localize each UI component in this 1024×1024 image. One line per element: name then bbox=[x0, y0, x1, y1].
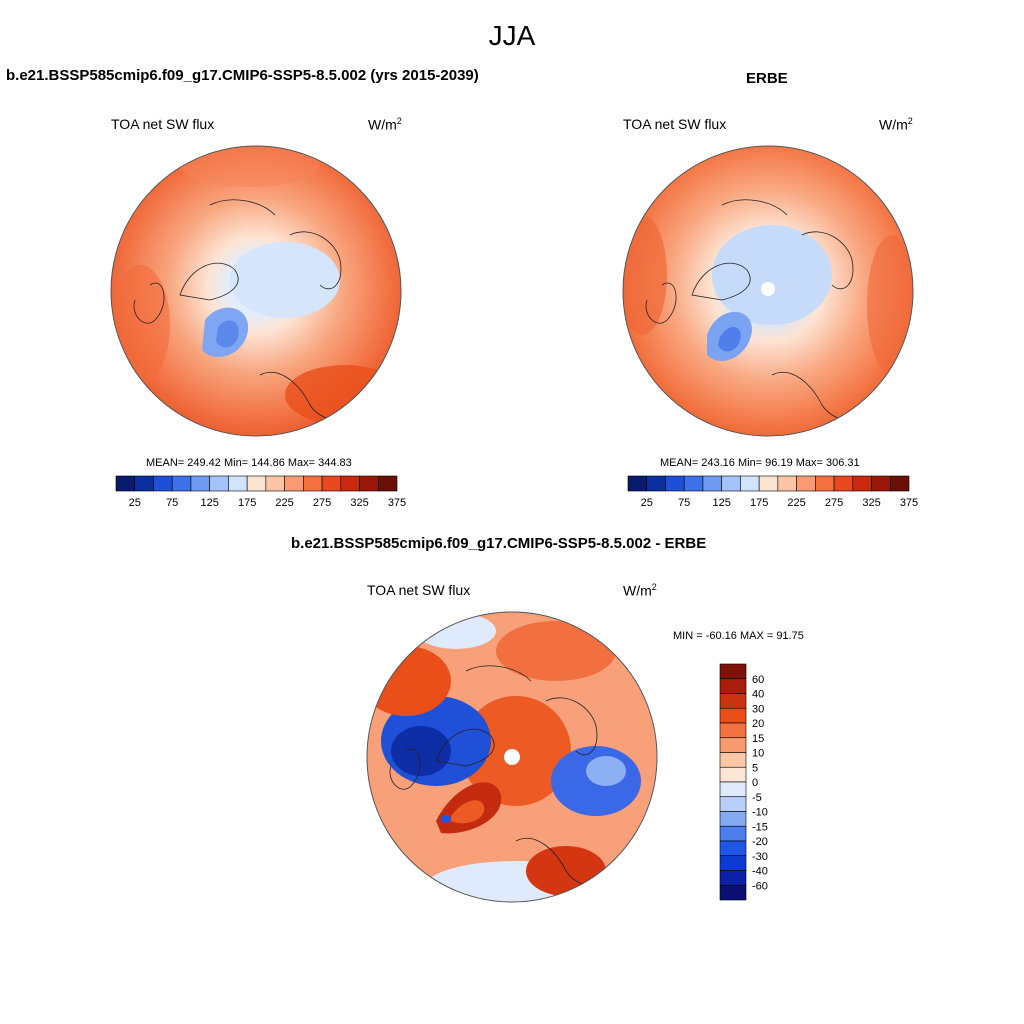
obs-colorbar-tick-label: 375 bbox=[900, 497, 918, 509]
obs-colorbar-tick-label: 75 bbox=[678, 497, 690, 509]
diff-colorbar-swatch bbox=[719, 825, 747, 842]
model-colorbar-swatch bbox=[303, 475, 323, 492]
model-colorbar-swatch bbox=[284, 475, 304, 492]
model-polar-map bbox=[110, 145, 402, 437]
diff-colorbar-swatch bbox=[719, 663, 747, 680]
model-colorbar-swatch bbox=[209, 475, 229, 492]
model-colorbar-swatch bbox=[340, 475, 360, 492]
model-colorbar-swatch bbox=[228, 475, 248, 492]
obs-colorbar-swatch bbox=[683, 475, 704, 492]
diff-colorbar-tick-label: -5 bbox=[752, 792, 762, 804]
obs-colorbar-swatch bbox=[740, 475, 760, 492]
diff-colorbar-swatch bbox=[719, 707, 747, 724]
obs-colorbar-tick-label: 25 bbox=[641, 497, 653, 509]
obs-variable-label: TOA net SW flux bbox=[623, 116, 727, 132]
model-colorbar-swatch bbox=[134, 475, 154, 492]
obs-colorbar-swatch bbox=[871, 475, 891, 492]
model-colorbar-swatch bbox=[359, 475, 379, 492]
diff-colorbar-tick-label: 20 bbox=[752, 718, 764, 730]
obs-colorbar-swatch bbox=[815, 475, 835, 492]
model-stats: MEAN= 249.42 Min= 144.86 Max= 344.83 bbox=[146, 457, 352, 469]
obs-panel-title: ERBE bbox=[746, 70, 788, 87]
diff-colorbar-swatch bbox=[719, 766, 747, 783]
model-colorbar-tick-label: 275 bbox=[313, 497, 331, 509]
diff-colorbar-tick-label: -15 bbox=[752, 821, 768, 833]
diff-units-label: W/m2 bbox=[623, 582, 657, 599]
model-colorbar-tick-label: 75 bbox=[166, 497, 178, 509]
obs-colorbar-swatch bbox=[889, 475, 910, 492]
obs-colorbar-swatch bbox=[852, 475, 872, 492]
diff-colorbar-swatch bbox=[719, 840, 747, 857]
diff-colorbar-swatch bbox=[719, 781, 747, 798]
obs-colorbar-swatch bbox=[721, 475, 741, 492]
diff-colorbar-swatch bbox=[719, 752, 747, 768]
diff-colorbar-tick-label: 60 bbox=[752, 674, 764, 686]
diff-colorbar-tick-label: 10 bbox=[752, 748, 764, 760]
model-colorbar-tick-label: 375 bbox=[388, 497, 406, 509]
obs-colorbar-tick-label: 225 bbox=[787, 497, 805, 509]
diff-colorbar-swatch bbox=[719, 737, 747, 753]
obs-units-label: W/m2 bbox=[879, 116, 913, 133]
obs-colorbar-tick-label: 125 bbox=[712, 497, 730, 509]
obs-colorbar-swatch bbox=[702, 475, 722, 492]
diff-colorbar-tick-label: 15 bbox=[752, 733, 764, 745]
obs-colorbar-tick-label: 325 bbox=[862, 497, 880, 509]
obs-colorbar: 25 75 125 175 225 275 325 375 bbox=[627, 475, 918, 509]
obs-colorbar-swatch bbox=[796, 475, 816, 492]
obs-colorbar-swatch bbox=[833, 475, 854, 492]
obs-colorbar-swatch bbox=[646, 475, 666, 492]
model-colorbar-swatch bbox=[115, 475, 136, 492]
diff-colorbar-tick-label: -10 bbox=[752, 807, 768, 819]
diff-colorbar-swatch bbox=[719, 855, 747, 871]
diff-colorbar-swatch bbox=[719, 884, 747, 901]
model-colorbar: 25 75 125 175 225 275 325 375 bbox=[115, 475, 406, 509]
model-colorbar-swatch bbox=[321, 475, 342, 492]
diff-variable-label: TOA net SW flux bbox=[367, 582, 471, 598]
diff-colorbar-tick-label: 0 bbox=[752, 777, 758, 789]
diff-panel-title: b.e21.BSSP585cmip6.f09_g17.CMIP6-SSP5-8.… bbox=[291, 535, 707, 552]
model-colorbar-swatch bbox=[377, 475, 398, 492]
model-colorbar-tick-label: 175 bbox=[238, 497, 256, 509]
obs-colorbar-swatch bbox=[777, 475, 797, 492]
diff-colorbar-tick-label: 30 bbox=[752, 703, 764, 715]
model-colorbar-swatch bbox=[246, 475, 267, 492]
model-colorbar-swatch bbox=[265, 475, 285, 492]
diff-colorbar-swatch bbox=[719, 678, 747, 694]
model-colorbar-tick-label: 125 bbox=[200, 497, 218, 509]
diff-colorbar: 60 40 30 20 15 10 5 0 -5 -10 -15 -20 -30 -40 -60 bbox=[719, 663, 768, 901]
model-variable-label: TOA net SW flux bbox=[111, 116, 215, 132]
season-title: JJA bbox=[488, 20, 536, 51]
obs-colorbar-swatch bbox=[665, 475, 685, 492]
obs-colorbar-swatch bbox=[758, 475, 779, 492]
diff-colorbar-swatch bbox=[719, 722, 747, 739]
obs-colorbar-tick-label: 175 bbox=[750, 497, 768, 509]
diff-colorbar-swatch bbox=[719, 870, 747, 886]
diff-stats: MIN = -60.16 MAX = 91.75 bbox=[673, 630, 804, 642]
diff-colorbar-swatch bbox=[719, 693, 747, 709]
model-units-label: W/m2 bbox=[368, 116, 402, 133]
diff-colorbar-tick-label: 5 bbox=[752, 762, 758, 774]
model-colorbar-swatch bbox=[190, 475, 210, 492]
diff-polar-map bbox=[366, 611, 658, 903]
obs-stats: MEAN= 243.16 Min= 96.19 Max= 306.31 bbox=[660, 457, 860, 469]
model-colorbar-tick-label: 325 bbox=[350, 497, 368, 509]
model-colorbar-swatch bbox=[153, 475, 173, 492]
model-panel-title: b.e21.BSSP585cmip6.f09_g17.CMIP6-SSP5-8.… bbox=[6, 67, 479, 84]
obs-colorbar-tick-label: 275 bbox=[825, 497, 843, 509]
diff-colorbar-tick-label: -30 bbox=[752, 851, 768, 863]
diff-colorbar-tick-label: -40 bbox=[752, 866, 768, 878]
diff-colorbar-tick-label: -20 bbox=[752, 836, 768, 848]
model-colorbar-tick-label: 25 bbox=[129, 497, 141, 509]
obs-colorbar-swatch bbox=[627, 475, 648, 492]
diff-colorbar-tick-label: -60 bbox=[752, 880, 768, 892]
model-colorbar-swatch bbox=[171, 475, 192, 492]
diff-colorbar-tick-label: 40 bbox=[752, 689, 764, 701]
model-colorbar-tick-label: 225 bbox=[275, 497, 293, 509]
diff-colorbar-swatch bbox=[719, 811, 747, 827]
obs-polar-map bbox=[622, 145, 914, 437]
diff-colorbar-swatch bbox=[719, 796, 747, 812]
